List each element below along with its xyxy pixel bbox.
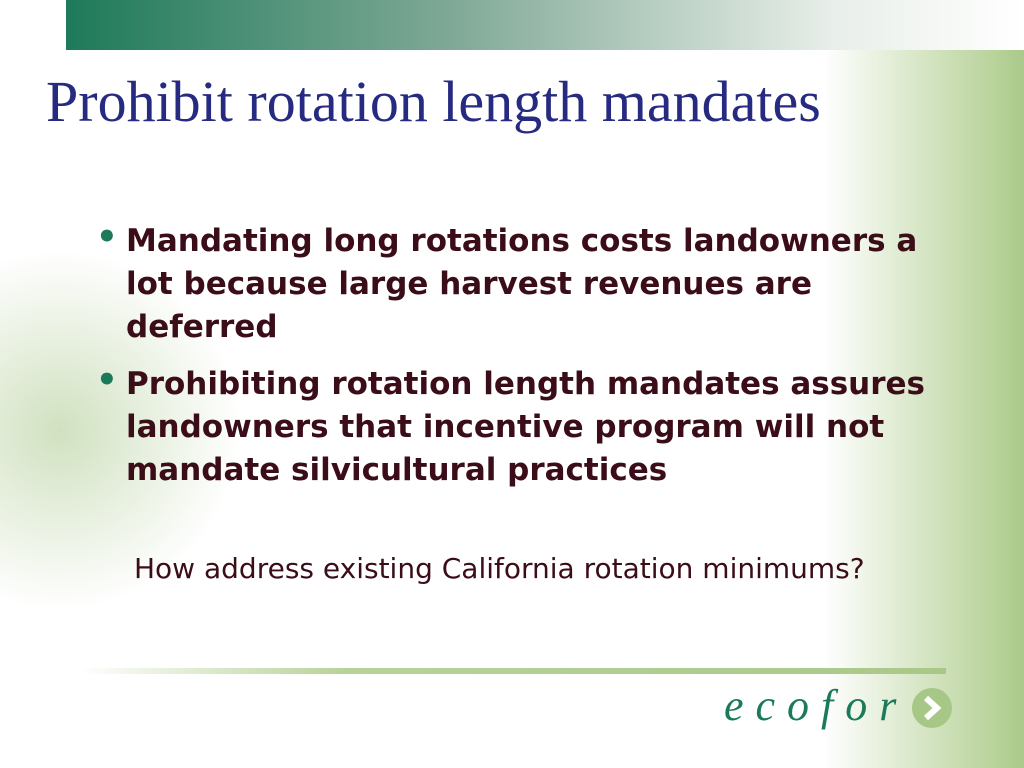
- slide-title: Prohibit rotation length mandates: [46, 69, 821, 134]
- bullet-icon: •: [96, 217, 118, 257]
- bullet-icon: •: [96, 360, 118, 400]
- bullet-item: • Mandating long rotations costs landowne…: [96, 217, 956, 349]
- divider: [80, 668, 946, 674]
- bullet-list: • Mandating long rotations costs landowne…: [96, 217, 956, 506]
- sub-note: How address existing California rotation…: [134, 552, 865, 585]
- chevron-right-icon: [912, 688, 952, 728]
- background-gradient-right: [824, 50, 1024, 768]
- bullet-item: • Prohibiting rotation length mandates as…: [96, 360, 956, 492]
- logo-text: ecofor: [724, 681, 909, 730]
- bullet-text: Prohibiting rotation length mandates ass…: [126, 366, 925, 488]
- top-bar: [66, 0, 1024, 50]
- bullet-text: Mandating long rotations costs landowner…: [126, 223, 918, 345]
- background-glow-left: [0, 250, 240, 610]
